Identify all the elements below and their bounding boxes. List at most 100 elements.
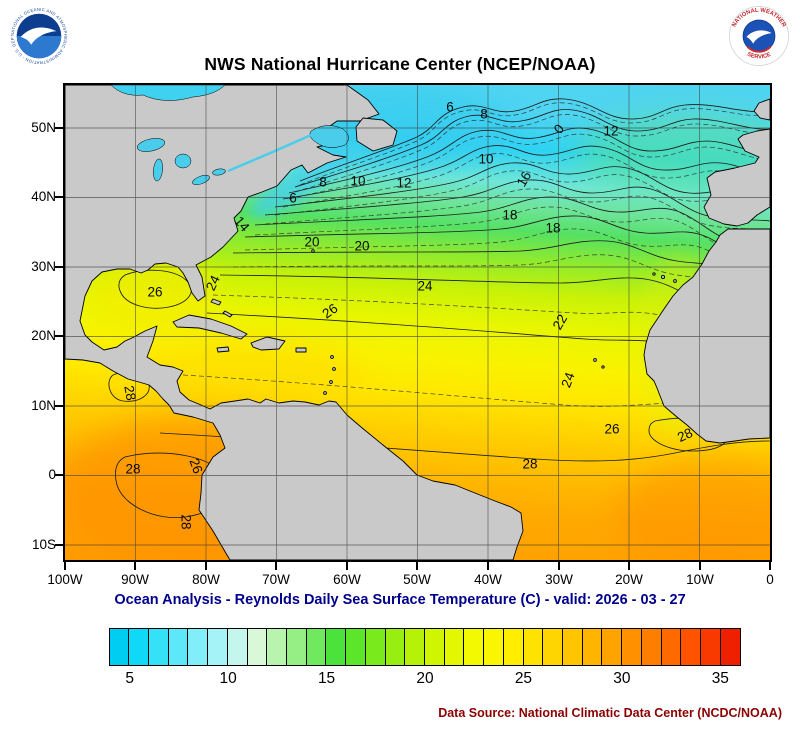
noaa-logo: NATIONAL OCEANIC AND ATMOSPHERIC ADMINIS… [6,1,70,67]
colorbar-cell [267,629,287,665]
lat-label: 50N [31,120,56,135]
colorbar-cell [563,629,583,665]
lake-huron [174,153,192,169]
lon-label: 90W [121,572,149,587]
lake-erie [192,175,210,185]
colorbar-cell [701,629,721,665]
lat-label: 10S [31,537,56,552]
colorbar-cell [168,629,189,665]
axis-tick [275,562,277,570]
data-source: Data Source: National Climatic Data Cent… [438,706,782,720]
colorbar-tick-label: 5 [125,670,134,687]
colorbar [108,628,741,666]
nws-ring-text-bottom: SERVICE [746,52,772,61]
nws-bird-icon [746,30,772,44]
colorbar-labels: 5 10 15 20 25 30 35 [110,670,740,690]
axis-tick [134,562,136,570]
nws-red-stripe [746,45,772,53]
axis-tick [487,562,489,570]
colorbar-cell [365,629,386,665]
lon-label: 50W [403,572,431,587]
lat-label: 0 [48,467,56,482]
axis-tick [628,562,630,570]
island-bermuda [311,249,315,253]
noaa-logo-svg: NATIONAL OCEANIC AND ATMOSPHERIC ADMINIS… [6,1,68,65]
lon-label: 100W [47,572,83,587]
lat-label: 20N [31,328,56,343]
sst-map: 6 8 0 12 10 16 6 8 10 12 14 18 18 20 20 24 26 24 26 22 24 28 2… [63,83,772,562]
colorbar-cell [582,629,603,665]
colorbar-cell [425,629,445,665]
colorbar-cell [188,629,209,665]
lon-label: 30W [545,572,573,587]
lat-label: 40N [31,189,56,204]
land-americas [65,85,524,560]
lon-label: 70W [262,572,290,587]
lon-label: 80W [192,572,220,587]
colorbar-cell [484,629,504,665]
axis-tick [55,405,63,407]
sst-map-svg [65,85,770,560]
axis-tick [205,562,207,570]
axis-tick [416,562,418,570]
colorbar-cell [681,629,702,665]
colorbar-cell [444,629,465,665]
hudson-bay [110,85,226,101]
lon-label: 20W [615,572,643,587]
lon-label: 60W [333,572,361,587]
islands-lesser-antilles [323,355,336,395]
colorbar-cell [286,629,307,665]
island-newfoundland [355,117,398,152]
colorbar-cell [661,629,682,665]
colorbar-cell [326,629,347,665]
island-jamaica [216,346,230,353]
lake-superior [136,138,166,152]
axis-tick [699,562,701,570]
nws-logo: NATIONAL WEATHER SERVICE [728,5,790,67]
colorbar-cell [523,629,544,665]
islands-bahamas [210,298,233,318]
axis-tick [346,562,348,570]
svg-text:SERVICE: SERVICE [746,52,772,61]
colorbar-cell [405,629,425,665]
islands-canary [652,272,677,283]
colorbar-cell [148,629,169,665]
land-africa [643,228,770,444]
colorbar-cell [720,629,740,665]
noaa-sea [16,36,62,59]
colorbar-tick-label: 30 [613,670,631,687]
lakes [110,85,349,185]
axis-tick [55,127,63,129]
colorbar-cell [306,629,327,665]
colorbar-cell [208,629,228,665]
axis-tick [64,562,66,570]
colorbar-tick-label: 10 [219,670,237,687]
land [65,85,770,560]
gulf-st-lawrence [309,125,349,148]
colorbar-cell [227,629,248,665]
lon-label: 10W [686,572,714,587]
axis-tick [558,562,560,570]
axis-tick [55,474,63,476]
lat-label: 30N [31,259,56,274]
lon-label: 40W [474,572,502,587]
nws-logo-svg: NATIONAL WEATHER SERVICE [729,6,789,66]
lon-label: 0 [766,572,774,587]
colorbar-tick-label: 20 [416,670,434,687]
grid-lines [65,85,770,560]
lat-label: 10N [31,398,56,413]
island-puerto-rico [295,347,307,353]
colorbar-cell [602,629,623,665]
land-europe [703,128,770,227]
axis-tick [55,335,63,337]
colorbar-tick-label: 35 [711,670,729,687]
noaa-bird-icon [20,27,57,45]
colorbar-tick-label: 25 [514,670,533,687]
colorbar-cell [109,629,130,665]
st-lawrence-river [227,133,312,173]
axis-tick [769,562,771,570]
colorbar-cells [109,629,740,665]
colorbar-cell [543,629,564,665]
page-title: NWS National Hurricane Center (NCEP/NOAA… [204,54,596,74]
